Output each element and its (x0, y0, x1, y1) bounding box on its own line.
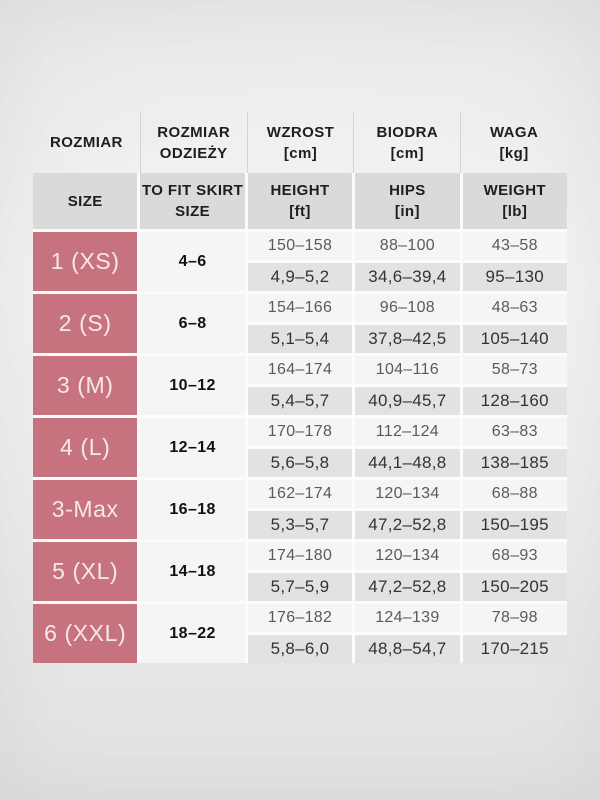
hips-cell: 112–124 44,1–48,8 (355, 418, 460, 477)
hips-cell: 120–134 47,2–52,8 (355, 480, 460, 539)
header-wzrost-cm: WZROST [cm] (246, 112, 354, 173)
height-cell: 150–158 4,9–5,2 (247, 232, 353, 291)
hips-cm-value: 88–100 (355, 232, 460, 260)
height-cm-value: 164–174 (247, 356, 353, 384)
header-biodra-cm: BIODRA [cm] (353, 112, 460, 173)
table-row: 6 (XXL) 18–22 176–182 5,8–6,0 124–139 48… (33, 604, 567, 663)
size-cell: 4 (L) (33, 418, 138, 477)
weight-lb-value: 150–195 (462, 511, 567, 539)
hips-cell: 104–116 40,9–45,7 (355, 356, 460, 415)
weight-cell: 58–73 128–160 (462, 356, 567, 415)
hips-cm-value: 124–139 (355, 604, 460, 632)
table-row: 2 (S) 6–8 154–166 5,1–5,4 96–108 37,8–42… (33, 294, 567, 353)
height-ft-value: 5,1–5,4 (247, 325, 353, 353)
hips-in-value: 37,8–42,5 (355, 325, 460, 353)
weight-cell: 68–88 150–195 (462, 480, 567, 539)
header-rozmiar: ROZMIAR (50, 134, 123, 151)
skirt-size-cell: 6–8 (140, 294, 245, 353)
table-row: 4 (L) 12–14 170–178 5,6–5,8 112–124 44,1… (33, 418, 567, 477)
height-ft-value: 4,9–5,2 (247, 263, 353, 291)
height-ft-value: 5,7–5,9 (247, 573, 353, 601)
header-weight-lb: WEIGHT [lb] (462, 173, 567, 229)
weight-lb-value: 170–215 (462, 635, 567, 663)
hips-cell: 96–108 37,8–42,5 (355, 294, 460, 353)
height-cell: 162–174 5,3–5,7 (247, 480, 353, 539)
header-waga-kg: WAGA [kg] (460, 112, 567, 173)
size-cell: 3 (M) (33, 356, 138, 415)
hips-cm-value: 120–134 (355, 480, 460, 508)
skirt-size-cell: 10–12 (140, 356, 245, 415)
height-cm-value: 150–158 (247, 232, 353, 260)
size-table: ROZMIAR ROZMIAR ODZIEŻY WZROST [cm] BIOD… (33, 112, 567, 663)
height-ft-value: 5,6–5,8 (247, 449, 353, 477)
weight-kg-value: 68–88 (462, 480, 567, 508)
hips-in-value: 40,9–45,7 (355, 387, 460, 415)
weight-cell: 63–83 138–185 (462, 418, 567, 477)
hips-cm-value: 112–124 (355, 418, 460, 446)
height-cm-value: 176–182 (247, 604, 353, 632)
hips-in-value: 47,2–52,8 (355, 511, 460, 539)
hips-in-value: 34,6–39,4 (355, 263, 460, 291)
height-cell: 170–178 5,6–5,8 (247, 418, 353, 477)
height-ft-value: 5,3–5,7 (247, 511, 353, 539)
height-cell: 154–166 5,1–5,4 (247, 294, 353, 353)
hips-in-value: 44,1–48,8 (355, 449, 460, 477)
table-header-english: SIZE TO FIT SKIRT SIZE HEIGHT [ft] HIPS … (33, 173, 567, 229)
weight-lb-value: 105–140 (462, 325, 567, 353)
weight-cell: 43–58 95–130 (462, 232, 567, 291)
hips-cm-value: 96–108 (355, 294, 460, 322)
height-cell: 174–180 5,7–5,9 (247, 542, 353, 601)
hips-cell: 124–139 48,8–54,7 (355, 604, 460, 663)
weight-cell: 78–98 170–215 (462, 604, 567, 663)
skirt-size-cell: 12–14 (140, 418, 245, 477)
height-cm-value: 170–178 (247, 418, 353, 446)
hips-cell: 120–134 47,2–52,8 (355, 542, 460, 601)
size-cell: 5 (XL) (33, 542, 138, 601)
weight-lb-value: 95–130 (462, 263, 567, 291)
height-cm-value: 174–180 (247, 542, 353, 570)
header-size: SIZE (33, 173, 138, 229)
height-cell: 176–182 5,8–6,0 (247, 604, 353, 663)
size-cell: 3-Max (33, 480, 138, 539)
weight-kg-value: 78–98 (462, 604, 567, 632)
weight-kg-value: 48–63 (462, 294, 567, 322)
height-cm-value: 162–174 (247, 480, 353, 508)
hips-cm-value: 104–116 (355, 356, 460, 384)
weight-kg-value: 63–83 (462, 418, 567, 446)
skirt-size-cell: 16–18 (140, 480, 245, 539)
hips-in-value: 47,2–52,8 (355, 573, 460, 601)
table-body: SIZE TO FIT SKIRT SIZE HEIGHT [ft] HIPS … (33, 173, 567, 663)
header-hips-in: HIPS [in] (355, 173, 460, 229)
skirt-size-cell: 14–18 (140, 542, 245, 601)
table-row: 3 (M) 10–12 164–174 5,4–5,7 104–116 40,9… (33, 356, 567, 415)
height-cm-value: 154–166 (247, 294, 353, 322)
header-height-ft: HEIGHT [ft] (247, 173, 353, 229)
table-header-polish: ROZMIAR ROZMIAR ODZIEŻY WZROST [cm] BIOD… (33, 112, 567, 173)
size-cell: 2 (S) (33, 294, 138, 353)
height-cell: 164–174 5,4–5,7 (247, 356, 353, 415)
weight-lb-value: 138–185 (462, 449, 567, 477)
skirt-size-cell: 4–6 (140, 232, 245, 291)
weight-cell: 68–93 150–205 (462, 542, 567, 601)
size-cell: 6 (XXL) (33, 604, 138, 663)
weight-kg-value: 43–58 (462, 232, 567, 260)
height-ft-value: 5,8–6,0 (247, 635, 353, 663)
weight-lb-value: 128–160 (462, 387, 567, 415)
skirt-size-cell: 18–22 (140, 604, 245, 663)
weight-kg-value: 68–93 (462, 542, 567, 570)
hips-cell: 88–100 34,6–39,4 (355, 232, 460, 291)
weight-cell: 48–63 105–140 (462, 294, 567, 353)
hips-in-value: 48,8–54,7 (355, 635, 460, 663)
table-row: 5 (XL) 14–18 174–180 5,7–5,9 120–134 47,… (33, 542, 567, 601)
hips-cm-value: 120–134 (355, 542, 460, 570)
table-row: 3-Max 16–18 162–174 5,3–5,7 120–134 47,2… (33, 480, 567, 539)
header-rozmiar-odziezy: ROZMIAR ODZIEŻY (139, 112, 247, 173)
size-cell: 1 (XS) (33, 232, 138, 291)
table-row: 1 (XS) 4–6 150–158 4,9–5,2 88–100 34,6–3… (33, 232, 567, 291)
weight-kg-value: 58–73 (462, 356, 567, 384)
weight-lb-value: 150–205 (462, 573, 567, 601)
height-ft-value: 5,4–5,7 (247, 387, 353, 415)
header-to-fit-skirt-size: TO FIT SKIRT SIZE (140, 173, 245, 229)
